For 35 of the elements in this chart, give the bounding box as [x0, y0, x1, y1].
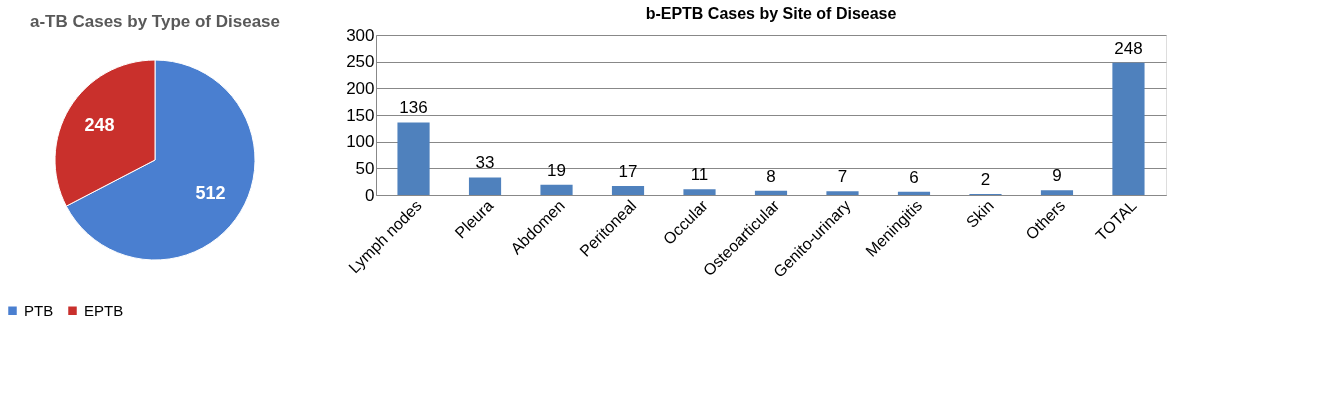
bar: [754, 190, 788, 195]
y-tick-label: 200: [346, 78, 375, 98]
legend-label: PTB: [24, 301, 54, 319]
data-label: 2: [980, 169, 991, 189]
bar: [826, 191, 859, 195]
bar: [1112, 62, 1145, 195]
y-tick-label: 250: [346, 52, 375, 72]
data-label: 19: [547, 160, 566, 180]
bar: [540, 184, 573, 195]
y-tick-label: 50: [355, 158, 375, 178]
legend-label: EPTB: [84, 301, 124, 319]
data-label: 11: [690, 165, 709, 185]
y-tick-label: 150: [346, 105, 375, 125]
y-tick-label: 100: [346, 132, 375, 152]
y-tick-label: 0: [365, 185, 375, 205]
data-label: 8: [766, 166, 776, 186]
data-label: 6: [909, 167, 919, 187]
data-label: 136: [399, 98, 428, 118]
bar: [897, 191, 931, 195]
chart-title: a-TB Cases by Type of Disease: [29, 12, 281, 31]
data-label: 17: [618, 161, 638, 181]
bar: [683, 189, 716, 195]
y-tick-label: 300: [346, 25, 375, 45]
data-label: 7: [837, 167, 848, 187]
data-label: 512: [195, 182, 226, 203]
bar: [468, 177, 502, 195]
bar: [611, 185, 645, 195]
data-label: 248: [1114, 38, 1143, 58]
data-label: 248: [84, 115, 115, 136]
data-label: 9: [1052, 166, 1062, 186]
bar: [1040, 190, 1074, 195]
bar: [397, 122, 430, 195]
data-label: 33: [475, 153, 495, 173]
chart-title: b-EPTB Cases by Site of Disease: [645, 5, 897, 22]
x-tick-label: Skin: [962, 196, 997, 231]
